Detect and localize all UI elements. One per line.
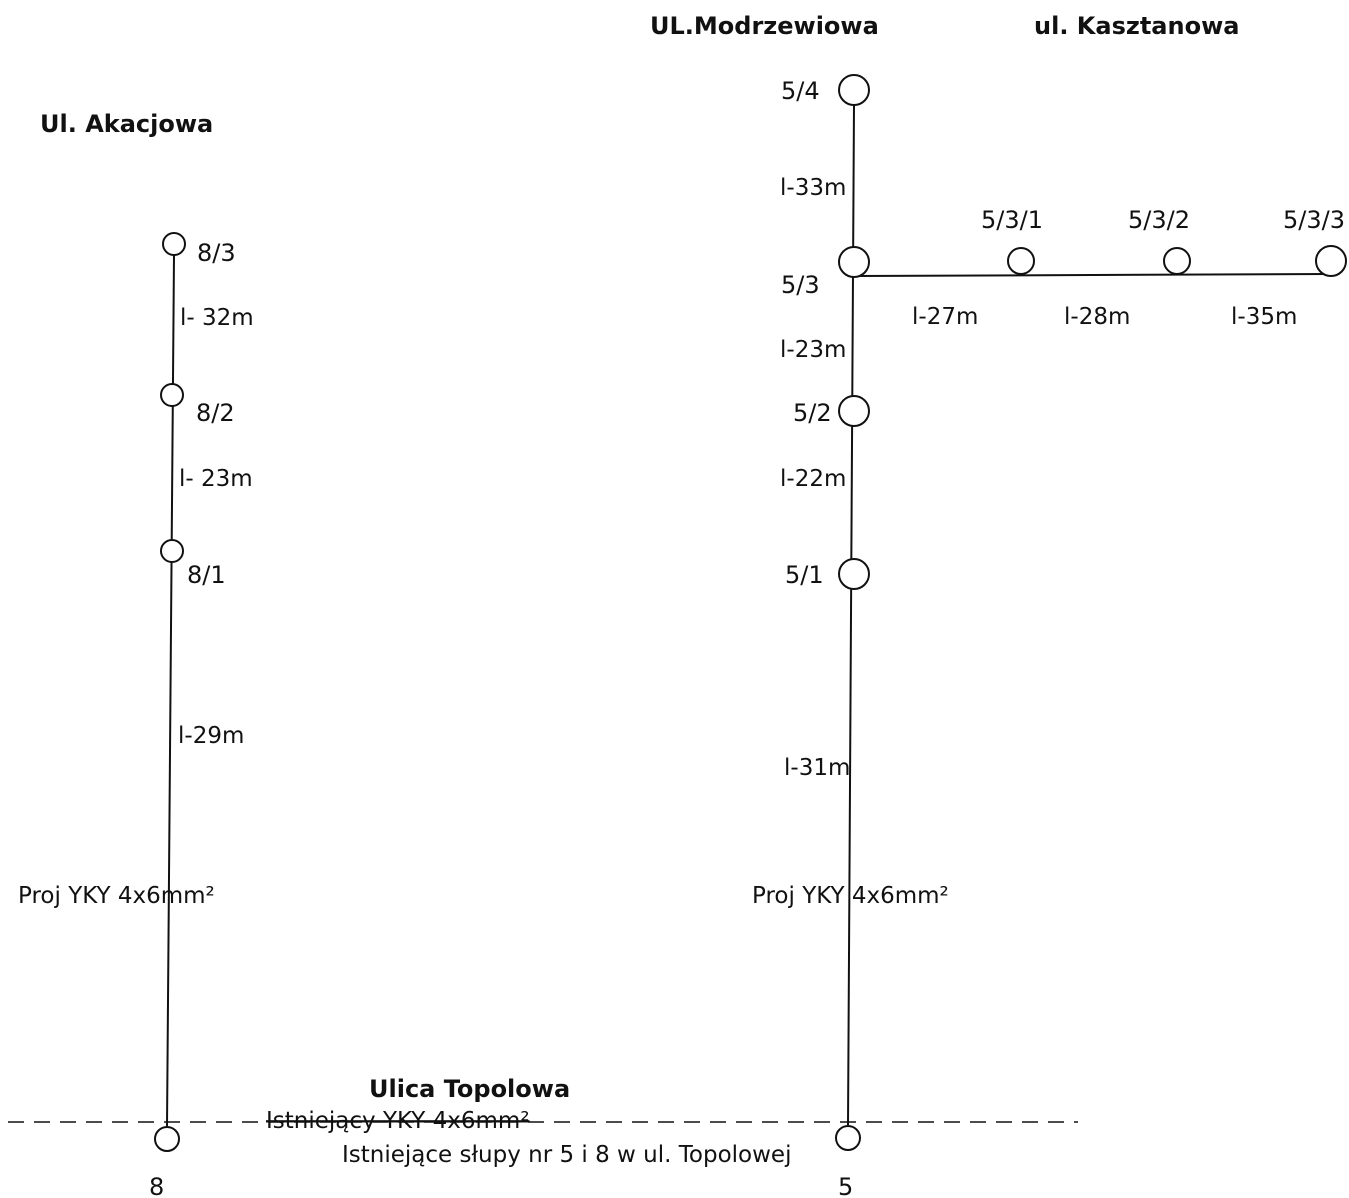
pole-label-8-1: 8/1 — [187, 561, 226, 589]
pole-label-5-3: 5/3 — [781, 271, 820, 299]
street-label-kasztanowa: ul. Kasztanowa — [1034, 12, 1239, 40]
pole-5-3-2 — [1163, 247, 1191, 275]
pole-label-5-1: 5/1 — [785, 561, 824, 589]
span-length-8-1-8: l-29m — [178, 723, 244, 749]
existing-poles-note: Istniejące słupy nr 5 i 8 w ul. Topolowe… — [342, 1142, 791, 1168]
pole-label-5-3-3: 5/3/3 — [1283, 206, 1345, 234]
pole-5 — [835, 1125, 861, 1151]
projected-cable-label-left: Proj YKY 4x6mm² — [18, 883, 215, 909]
pole-label-8-3: 8/3 — [197, 239, 236, 267]
pole-5-3-3 — [1315, 245, 1347, 277]
existing-cable-label: Istniejący YKY 4x6mm² — [266, 1108, 530, 1134]
pole-label-5-2: 5/2 — [793, 399, 832, 427]
pole-8-1 — [160, 539, 184, 563]
pole-8 — [154, 1126, 180, 1152]
pole-5-3 — [838, 246, 870, 278]
street-label-modrzewiowa: UL.Modrzewiowa — [650, 12, 879, 40]
pole-label-5-4: 5/4 — [781, 77, 820, 105]
pole-label-8-2: 8/2 — [196, 399, 235, 427]
pole-8-2 — [160, 383, 184, 407]
pole-5-2 — [838, 395, 870, 427]
projected-cable-label-right: Proj YKY 4x6mm² — [752, 883, 949, 909]
pole-5-4 — [838, 74, 870, 106]
pole-8-3 — [162, 232, 186, 256]
span-length-5-3-1-5-3-2: l-28m — [1064, 304, 1130, 330]
street-label-akacjowa: Ul. Akacjowa — [40, 110, 213, 138]
pole-label-5-3-2: 5/3/2 — [1128, 206, 1190, 234]
span-length-5-3-5-3-1: l-27m — [912, 304, 978, 330]
span-length-5-1-5: l-31m — [784, 755, 850, 781]
span-length-8-3-8-2: l- 32m — [180, 305, 254, 331]
pole-5-1 — [838, 558, 870, 590]
pole-label-8: 8 — [149, 1173, 164, 1198]
pole-label-5-3-1: 5/3/1 — [981, 206, 1043, 234]
street-label-topolowa: Ulica Topolowa — [369, 1075, 570, 1103]
span-length-8-2-8-1: l- 23m — [179, 466, 253, 492]
span-length-5-3-2-5-3-3: l-35m — [1231, 304, 1297, 330]
span-length-5-4-5-3: l-33m — [780, 175, 846, 201]
span-length-5-3-5-2: l-23m — [780, 337, 846, 363]
pole-label-5: 5 — [838, 1173, 853, 1198]
span-length-5-2-5-1: l-22m — [780, 466, 846, 492]
kasztanowa-cable-line — [853, 273, 1333, 277]
pole-5-3-1 — [1007, 247, 1035, 275]
